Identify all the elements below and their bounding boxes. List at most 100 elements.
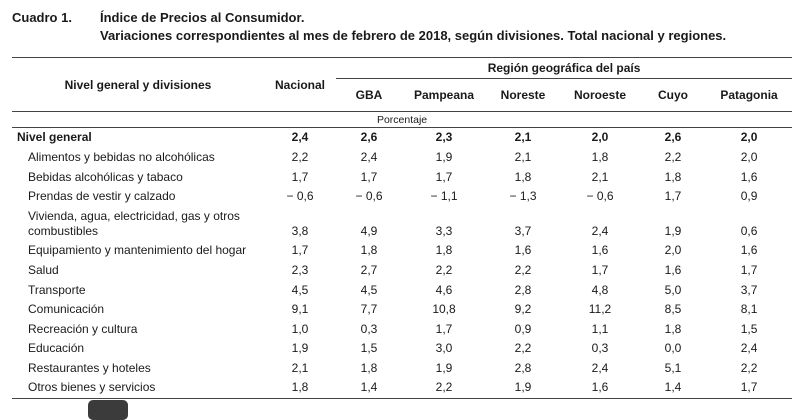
value-cell: 2,8 [514,282,532,297]
value-cell: 1,8 [264,378,336,399]
value-cell: 1,7 [740,262,758,277]
value-cell: 1,5 [360,341,378,356]
value-cell: − 1,1 [430,189,458,204]
value-cell: 1,6 [514,243,532,258]
value-cell: 2,2 [402,378,486,399]
division-label: Prendas de vestir y calzado [28,189,176,204]
unit-row: Porcentaje [12,111,793,129]
value-cell: 1,8 [514,169,532,184]
column-header-divisions: Nivel general y divisiones [12,57,264,113]
value-cell: 1,8 [664,321,682,336]
value-cell: 5,0 [664,282,682,297]
value-cell: 2,1 [591,169,609,184]
column-header-pampeana: Pampeana [402,78,486,113]
value-cell: 2,8 [514,360,532,375]
value-cell: 1,4 [336,378,402,399]
value-cell: 1,0 [291,321,309,336]
division-label: Otros bienes y servicios [12,378,264,399]
value-cell: 1,8 [591,150,609,165]
table-row: Equipamiento y mantenimiento del hogar 1,… [12,241,792,261]
value-cell: 3,3 [435,223,453,238]
value-cell: 1,9 [435,150,453,165]
value-cell: 1,1 [591,321,609,336]
value-cell: 2,2 [514,262,532,277]
header-row-1: Nivel general y divisiones Nacional Regi… [12,57,793,113]
table-row: Recreación y cultura 1,0 0,3 1,7 0,9 1,1 1,8 1,… [12,319,792,339]
value-cell: 1,9 [435,360,453,375]
value-cell: 2,2 [740,360,758,375]
value-cell: 9,2 [514,302,532,317]
value-cell: 0,6 [740,223,758,238]
value-cell: 2,0 [591,130,609,145]
column-header-cuyo: Cuyo [640,78,706,113]
table-row: Comunicación 9,1 7,7 10,8 9,2 11,2 8,5 8,1 [12,300,792,320]
value-cell: 0,3 [591,341,609,356]
table-row: Alimentos y bebidas no alcohólicas 2,2 2,4… [12,148,792,168]
division-label: Salud [28,262,59,277]
value-cell: 2,0 [740,130,758,145]
value-cell: 2,3 [291,262,309,277]
value-cell: 2,4 [291,130,309,145]
column-header-noroeste: Noroeste [560,78,640,113]
value-cell: 3,0 [435,341,453,356]
value-cell: 1,6 [740,169,758,184]
table-row: Educación 1,9 1,5 3,0 2,2 0,3 0,0 2,4 [12,339,792,359]
value-cell: 4,6 [435,282,453,297]
value-cell: 1,6 [664,262,682,277]
division-label: Restaurantes y hoteles [28,360,151,375]
value-cell: 0,9 [514,321,532,336]
value-cell: 2,2 [664,150,682,165]
division-label: Equipamiento y mantenimiento del hogar [28,243,247,258]
value-cell: 1,7 [291,169,309,184]
table-title-block: Cuadro 1. Índice de Precios al Consumido… [0,0,800,44]
value-cell: 2,1 [514,150,532,165]
table-row: Vivienda, agua, electricidad, gas y otro… [12,206,792,241]
column-header-noreste: Noreste [486,78,560,113]
division-label: Educación [28,341,85,356]
value-cell: 4,5 [291,282,309,297]
value-cell: 2,4 [591,223,609,238]
region-group-header: Región geográfica del país [336,57,793,80]
value-cell: 1,9 [486,378,560,399]
value-cell: 3,7 [740,282,758,297]
value-cell: 2,3 [435,130,453,145]
value-cell: 1,7 [435,321,453,336]
value-cell: 1,4 [640,378,706,399]
value-cell: 3,8 [291,223,309,238]
table-row: Salud 2,3 2,7 2,2 2,2 1,7 1,6 1,7 [12,261,792,281]
value-cell: 1,7 [706,378,793,399]
table-heading: Índice de Precios al Consumidor. [100,10,305,25]
value-cell: 1,7 [360,169,378,184]
value-cell: 4,9 [360,223,378,238]
division-label: Vivienda, agua, electricidad, gas y otro… [28,208,240,238]
value-cell: 4,5 [360,282,378,297]
value-cell: 3,7 [514,223,532,238]
value-cell: − 0,6 [286,189,314,204]
table-subtitle: Variaciones correspondientes al mes de f… [100,27,727,43]
header-row-2: GBA Pampeana Noreste Noroeste Cuyo Patag… [12,78,793,113]
value-cell: 2,4 [591,360,609,375]
value-cell: 2,0 [664,243,682,258]
value-cell: − 0,6 [586,189,614,204]
value-cell: − 0,6 [355,189,383,204]
unit-label: Porcentaje [12,111,793,129]
value-cell: 0,0 [664,341,682,356]
value-cell: 0,9 [740,189,758,204]
value-cell: 1,9 [664,223,682,238]
value-cell: 4,8 [591,282,609,297]
column-header-nacional: Nacional [264,57,336,113]
table-number-label: Cuadro 1. [12,10,72,25]
column-header-patagonia: Patagonia [706,78,793,113]
value-cell: 2,7 [360,262,378,277]
value-cell: 5,1 [664,360,682,375]
value-cell: 2,1 [291,360,309,375]
value-cell: 11,2 [588,302,612,317]
table-row: Bebidas alcohólicas y tabaco 1,7 1,7 1,7 1,8… [12,167,792,187]
division-label: Comunicación [28,302,105,317]
table-row: Restaurantes y hoteles 2,1 1,8 1,9 2,8 2,4 5,1… [12,358,792,378]
value-cell: 1,8 [664,169,682,184]
value-cell: 2,0 [740,150,758,165]
ipc-table: Nivel general y divisiones Nacional Regi… [12,57,793,399]
value-cell: 8,1 [740,302,758,317]
division-label: Nivel general [17,130,92,145]
